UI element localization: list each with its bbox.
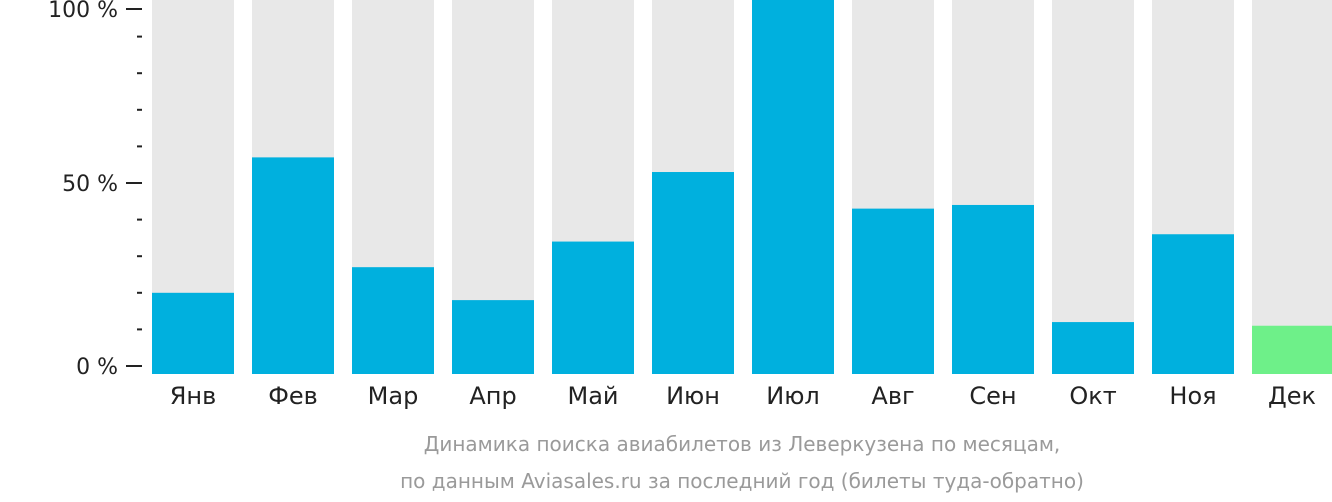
- bar-2: [252, 157, 334, 374]
- x-category-label: Окт: [1069, 382, 1116, 410]
- bar-7: [752, 0, 834, 374]
- x-category-label: Апр: [469, 382, 516, 410]
- bar-3: [352, 267, 434, 374]
- bar-8: [852, 208, 934, 374]
- x-category-label: Авг: [871, 382, 914, 410]
- x-category-label: Мар: [368, 382, 419, 410]
- y-axis: 100 % 50 % 0 %: [48, 0, 142, 380]
- x-category-label: Янв: [170, 382, 217, 410]
- bar-6: [652, 172, 734, 374]
- chart-caption-line-2: по данным Aviasales.ru за последний год …: [400, 469, 1084, 493]
- x-axis-labels: Янв Фев Мар Апр Май Июн Июл Авг Сен Окт Ноя Дек: [170, 382, 1316, 410]
- x-category-label: Фев: [268, 382, 318, 410]
- bar-9: [952, 204, 1034, 374]
- bar-11: [1152, 234, 1234, 374]
- bar-5: [552, 241, 634, 374]
- x-category-label: Сен: [969, 382, 1016, 410]
- x-category-label: Май: [567, 382, 618, 410]
- y-tick-label: 0 %: [76, 355, 118, 380]
- bar-10: [1052, 322, 1134, 374]
- bar-track: [1052, 0, 1134, 374]
- y-tick-label: 50 %: [62, 172, 118, 197]
- bar-4: [452, 300, 534, 374]
- y-tick-label: 100 %: [48, 0, 118, 23]
- x-category-label: Ноя: [1169, 382, 1216, 410]
- bar-1: [152, 292, 234, 374]
- x-category-label: Июл: [766, 382, 820, 410]
- chart-caption-line-1: Динамика поиска авиабилетов из Леверкузе…: [424, 432, 1061, 456]
- bars-group: [152, 0, 1332, 374]
- bar-12: [1252, 325, 1332, 374]
- bar-track: [1252, 0, 1332, 374]
- x-category-label: Июн: [666, 382, 720, 410]
- x-category-label: Дек: [1268, 382, 1316, 410]
